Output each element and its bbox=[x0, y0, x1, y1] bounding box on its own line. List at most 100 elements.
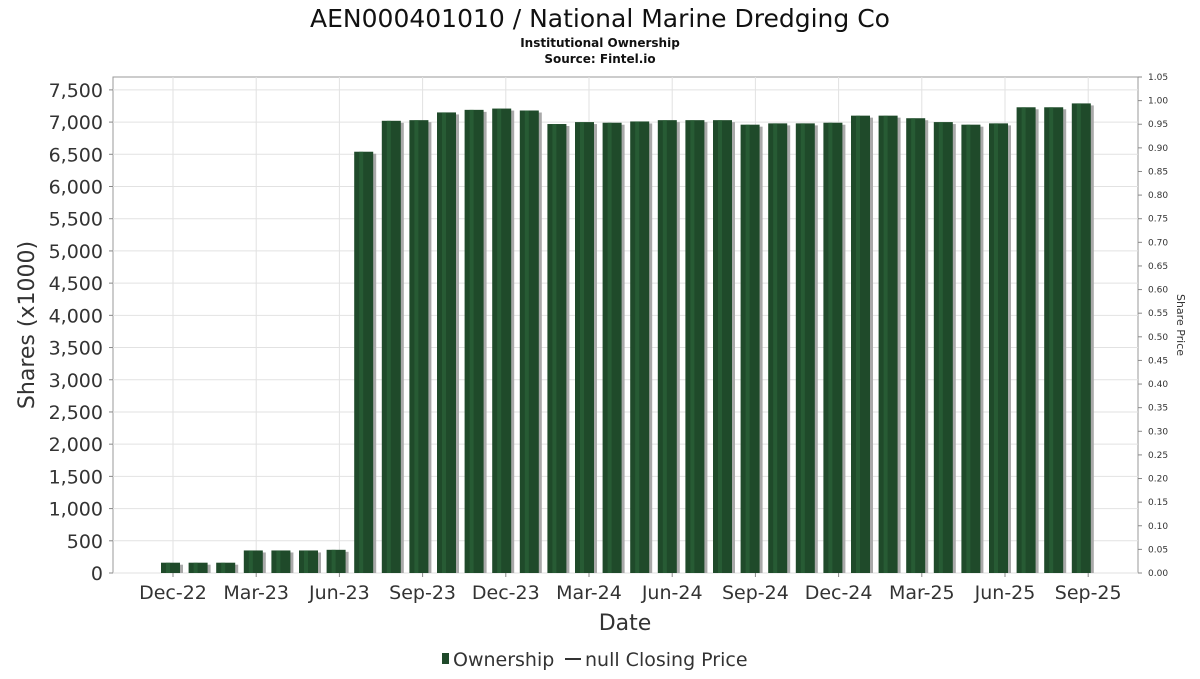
y2-tick-label: 0.00 bbox=[1148, 569, 1168, 579]
y-tick-label: 3,000 bbox=[49, 370, 103, 392]
bar-highlight bbox=[1076, 103, 1081, 573]
ownership-bar bbox=[519, 110, 539, 574]
y2-tick-label: 0.50 bbox=[1148, 333, 1168, 343]
legend-ownership-swatch bbox=[442, 653, 449, 664]
legend: Ownership null Closing Price bbox=[442, 649, 748, 671]
ownership-bar bbox=[878, 115, 898, 573]
ownership-bar bbox=[492, 108, 512, 574]
y-axis-ticks: 0 500 1,000 1,500 2,000 2,500 3,000 3,500 4,000 4… bbox=[49, 80, 113, 585]
bar-highlight bbox=[304, 550, 308, 573]
bar-highlight bbox=[883, 115, 888, 573]
ownership-bar bbox=[740, 124, 760, 573]
y2-tick-label: 0.85 bbox=[1148, 167, 1168, 177]
chart-title: AEN000401010 / National Marine Dredging … bbox=[310, 4, 890, 33]
bar-highlight bbox=[193, 562, 198, 573]
y2-tick-label: 0.65 bbox=[1148, 262, 1168, 272]
ownership-bar bbox=[161, 562, 180, 573]
y-tick-label: 6,000 bbox=[49, 177, 103, 199]
y-tick-label: 4,000 bbox=[49, 305, 103, 327]
x-tick-label: Jun-25 bbox=[974, 582, 1036, 604]
x-tick-label: Dec-23 bbox=[472, 582, 540, 604]
bar-highlight bbox=[938, 122, 943, 573]
legend-ownership-label: Ownership bbox=[453, 649, 554, 671]
y-tick-label: 1,500 bbox=[49, 466, 103, 488]
y2-tick-label: 0.90 bbox=[1148, 144, 1168, 154]
bar-highlight bbox=[552, 124, 557, 573]
x-tick-label: Dec-22 bbox=[139, 582, 207, 604]
y-tick-label: 0 bbox=[91, 563, 103, 585]
y2-tick-label: 0.95 bbox=[1148, 120, 1168, 130]
bar-highlight bbox=[635, 121, 640, 574]
y-tick-label: 2,000 bbox=[49, 434, 103, 456]
ownership-bar bbox=[768, 123, 788, 574]
ownership-bar bbox=[823, 122, 843, 574]
bar-highlight bbox=[966, 124, 971, 573]
bar-highlight bbox=[442, 112, 446, 573]
bar-highlight bbox=[386, 120, 391, 573]
ownership-bar bbox=[437, 112, 456, 573]
ownership-bar bbox=[906, 118, 926, 573]
ownership-bar bbox=[989, 123, 1008, 574]
ownership-bar bbox=[685, 120, 705, 573]
ownership-bar bbox=[547, 124, 567, 573]
x-tick-label: Jun-23 bbox=[308, 582, 370, 604]
y-tick-label: 2,500 bbox=[49, 402, 103, 424]
bar-highlight bbox=[1021, 107, 1026, 573]
bar-highlight bbox=[580, 122, 584, 573]
bar-highlight bbox=[497, 108, 502, 574]
y-tick-label: 500 bbox=[67, 531, 103, 553]
bar-highlight bbox=[718, 120, 722, 573]
ownership-bar bbox=[271, 550, 291, 573]
ownership-bar bbox=[326, 549, 346, 573]
y2-tick-label: 0.75 bbox=[1148, 215, 1168, 225]
x-tick-label: Jun-24 bbox=[641, 582, 703, 604]
y-tick-label: 7,000 bbox=[49, 112, 103, 134]
y2-tick-label: 1.05 bbox=[1148, 73, 1168, 83]
plot-area bbox=[112, 76, 1139, 574]
y-tick-label: 5,500 bbox=[49, 209, 103, 231]
bar-highlight bbox=[662, 120, 667, 573]
y2-tick-label: 0.45 bbox=[1148, 356, 1168, 366]
bar-highlight bbox=[690, 120, 695, 573]
ownership-bar bbox=[299, 550, 318, 573]
ownership-bar bbox=[851, 115, 870, 573]
bar-highlight bbox=[607, 122, 612, 574]
x-axis-label: Date bbox=[599, 611, 652, 636]
bar-highlight bbox=[994, 123, 998, 574]
y2-tick-label: 0.55 bbox=[1148, 309, 1168, 319]
ownership-bar bbox=[216, 562, 236, 573]
y2-tick-label: 0.30 bbox=[1148, 427, 1168, 437]
y2-tick-label: 0.20 bbox=[1148, 475, 1168, 485]
ownership-bar bbox=[933, 122, 953, 573]
bar-highlight bbox=[911, 118, 916, 573]
x-tick-label: Dec-24 bbox=[805, 582, 873, 604]
ownership-bar bbox=[602, 122, 622, 574]
y2-tick-label: 0.15 bbox=[1148, 498, 1168, 508]
ownership-bar bbox=[409, 120, 429, 573]
ownership-bar bbox=[630, 121, 650, 574]
bar-highlight bbox=[745, 124, 750, 573]
bar-highlight bbox=[773, 123, 778, 574]
ownership-bars bbox=[161, 103, 1094, 574]
bar-highlight bbox=[828, 122, 833, 574]
bar-highlight bbox=[414, 120, 419, 573]
y2-tick-label: 0.60 bbox=[1148, 286, 1168, 296]
bar-highlight bbox=[856, 115, 860, 573]
bar-highlight bbox=[469, 109, 474, 573]
y-tick-label: 3,500 bbox=[49, 338, 103, 360]
bar-highlight bbox=[524, 110, 529, 574]
y-tick-label: 4,500 bbox=[49, 273, 103, 295]
ownership-bar bbox=[1044, 107, 1064, 573]
x-tick-label: Sep-25 bbox=[1055, 582, 1122, 604]
ownership-bar bbox=[657, 120, 677, 573]
y-tick-label: 7,500 bbox=[49, 80, 103, 102]
x-tick-label: Sep-23 bbox=[389, 582, 456, 604]
x-tick-label: Mar-25 bbox=[889, 582, 955, 604]
bar-highlight bbox=[331, 549, 336, 573]
y2-tick-label: 0.10 bbox=[1148, 522, 1168, 532]
ownership-bar bbox=[243, 550, 263, 573]
bar-highlight bbox=[800, 123, 805, 574]
y-tick-label: 5,000 bbox=[49, 241, 103, 263]
